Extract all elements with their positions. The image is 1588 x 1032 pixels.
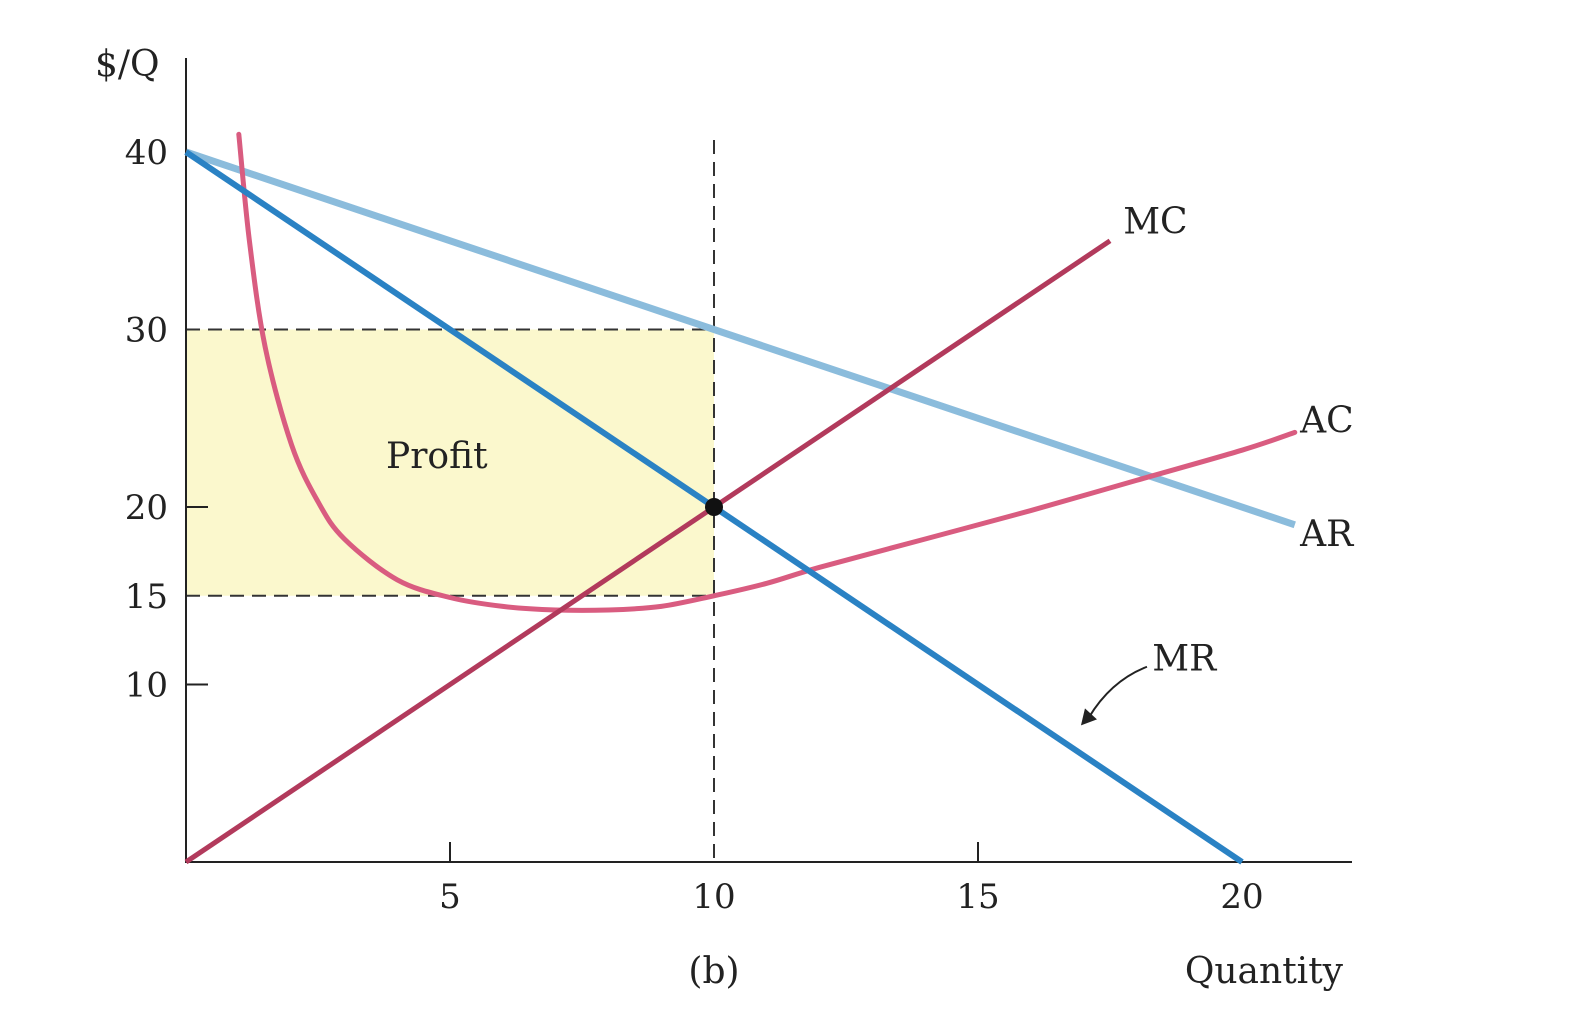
mr-pointer-arrowhead: [1080, 708, 1097, 726]
mr-pointer-arrow: [1088, 665, 1148, 718]
mr-label: MR: [1152, 638, 1217, 679]
ticks-group: 10 15 20 30 40 5 10 15 20: [125, 133, 1264, 917]
x-tick-label: 5: [439, 877, 461, 917]
ac-label: AC: [1299, 400, 1354, 441]
profit-area: [186, 329, 714, 596]
x-tick-label: 20: [1220, 877, 1263, 917]
y-tick-label: 10: [125, 666, 168, 706]
y-axis-title: $/Q: [95, 44, 160, 85]
y-tick-label: 20: [125, 488, 168, 528]
y-tick-label: 15: [125, 577, 168, 617]
x-axis-title: Quantity: [1185, 951, 1344, 992]
chart-caption: (b): [688, 951, 739, 992]
mc-label: MC: [1123, 202, 1187, 243]
y-tick-label: 30: [125, 311, 168, 351]
x-tick-label: 10: [692, 877, 735, 917]
ar-label: AR: [1299, 514, 1354, 555]
mc-curve: [184, 238, 1112, 865]
profit-label: Profit: [386, 436, 488, 477]
y-tick-label: 40: [125, 133, 168, 173]
x-tick-label: 15: [956, 877, 999, 917]
ac-curve: [236, 131, 1298, 613]
equilibrium-point: [705, 498, 723, 516]
ar-curve: [184, 148, 1296, 529]
